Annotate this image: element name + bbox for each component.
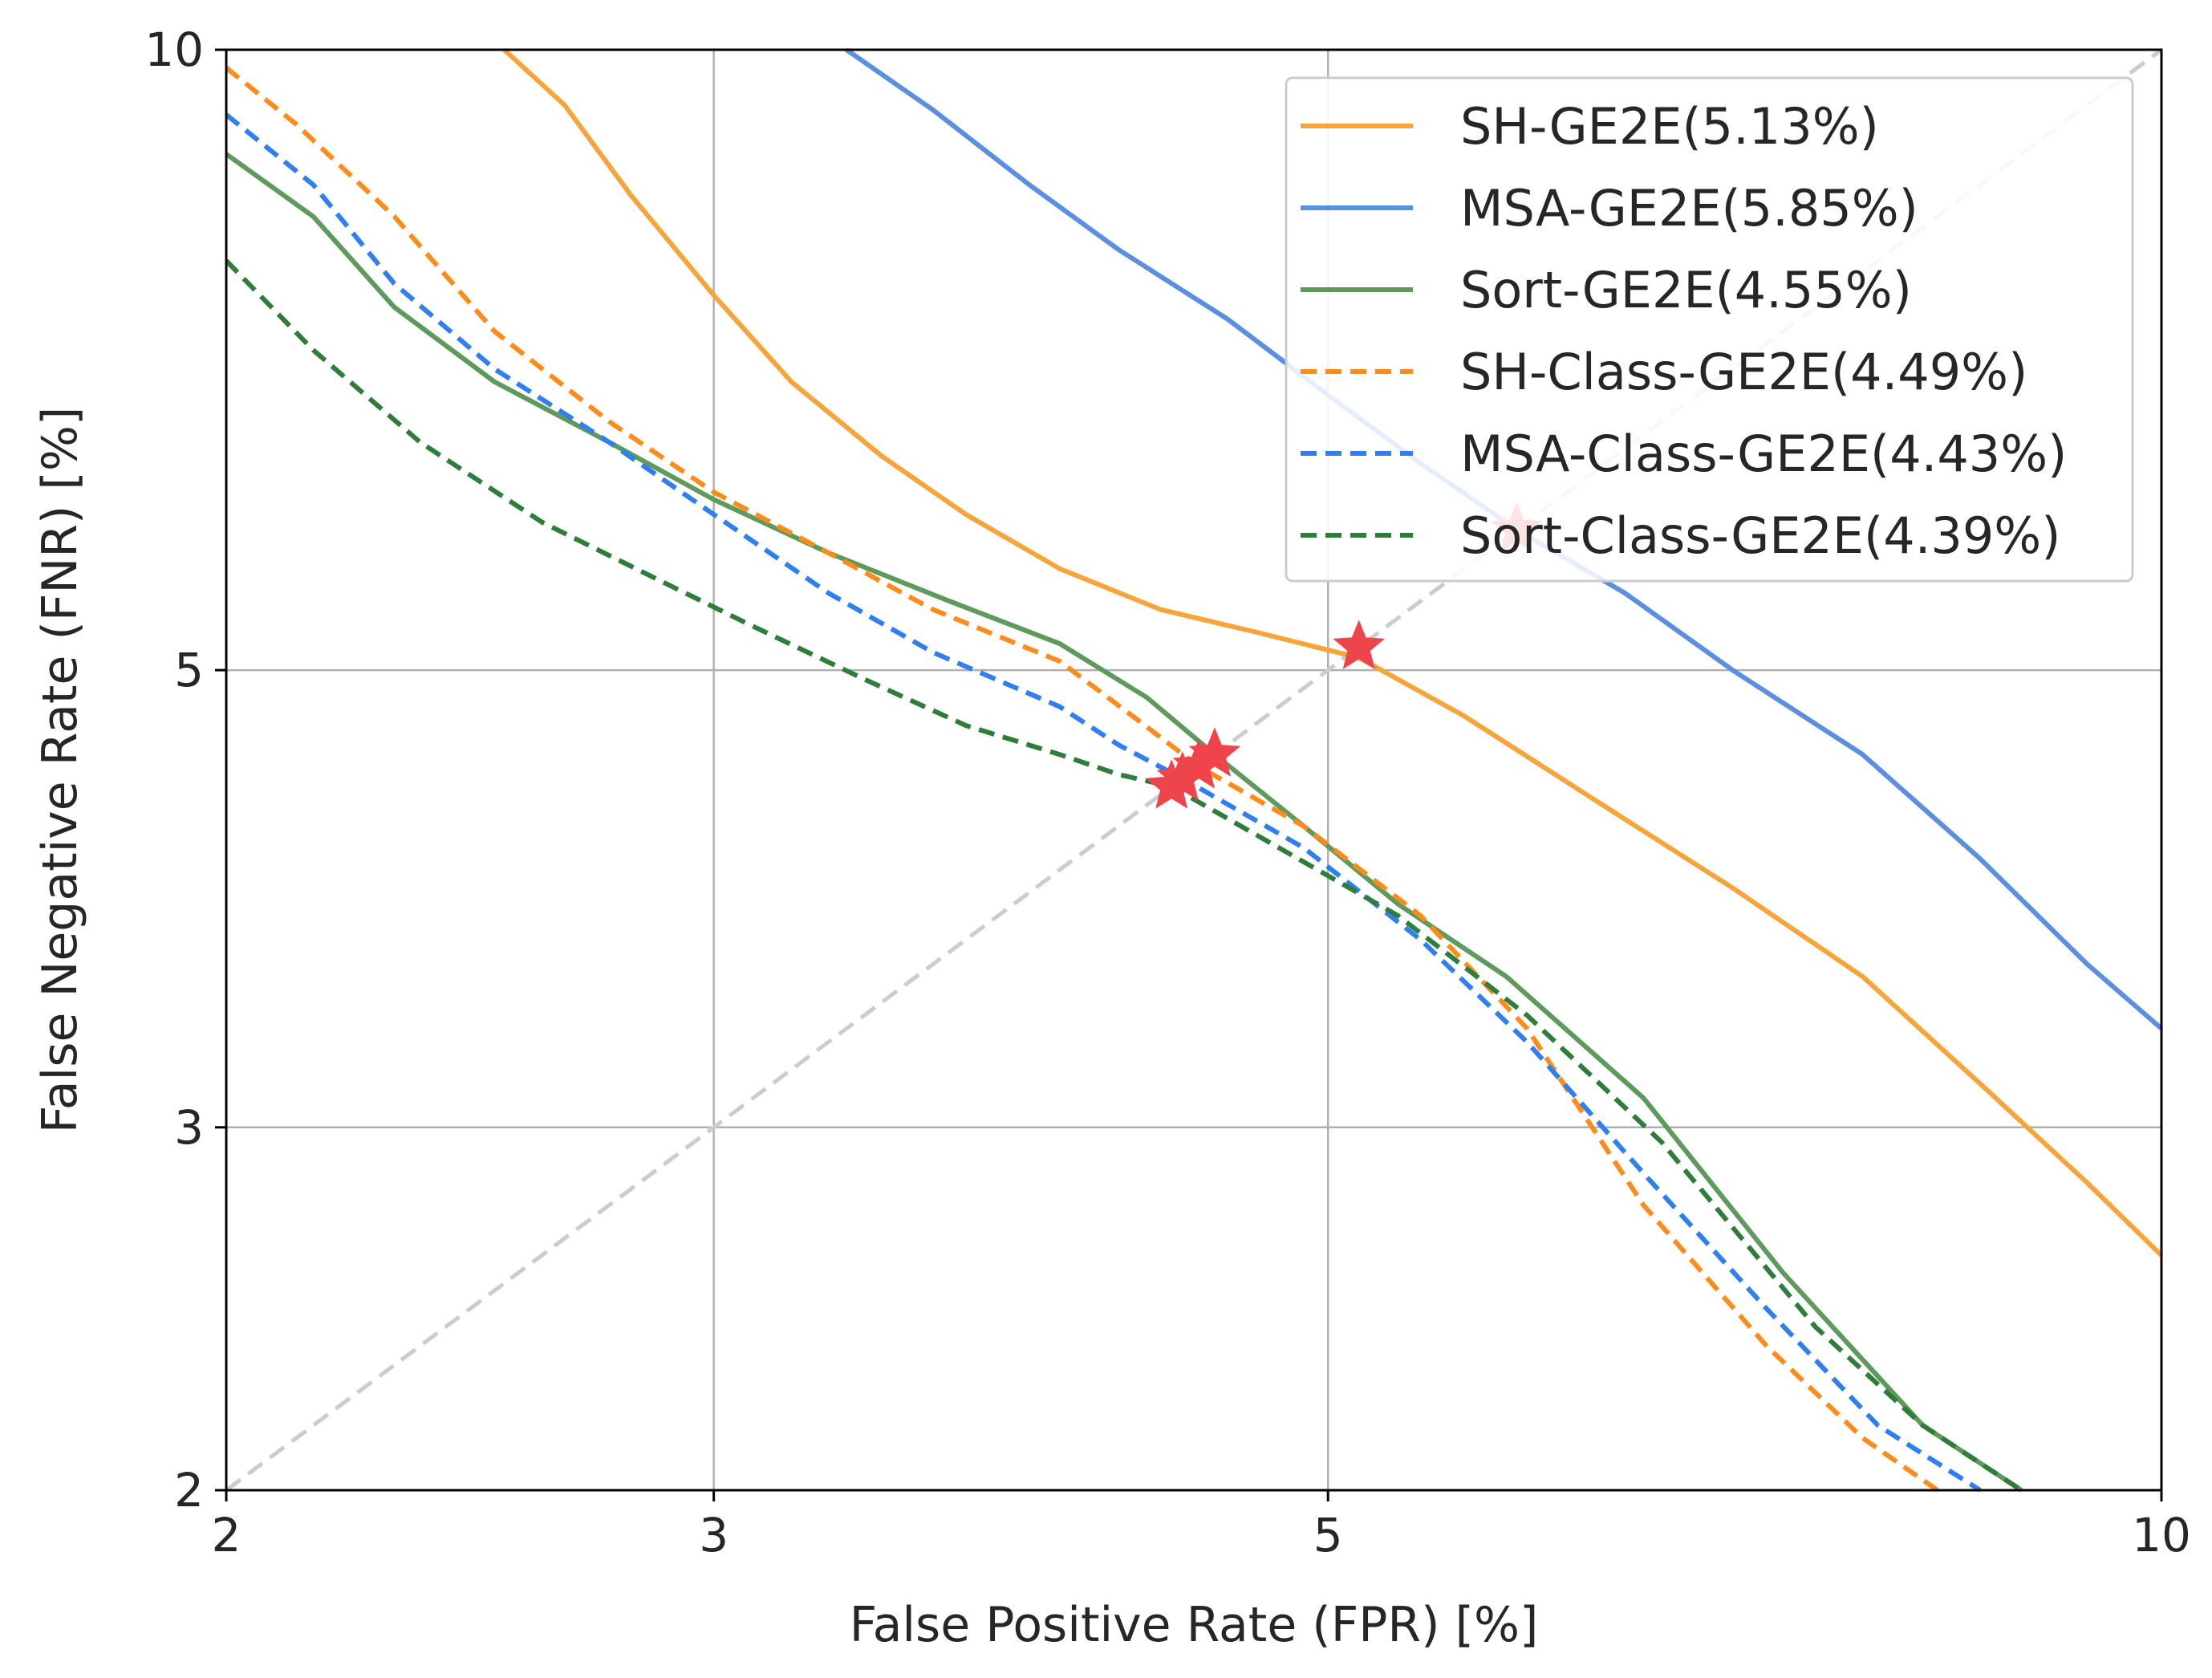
legend-label-sh-class-ge2e: SH-Class-GE2E(4.49%) <box>1460 343 2027 401</box>
legend-box <box>1285 76 2134 583</box>
legend: SH-GE2E(5.13%) MSA-GE2E(5.85%) Sort-GE2E(4… <box>1285 76 2134 583</box>
plot-frame <box>225 48 2163 1492</box>
legend-label-msa-class-ge2e: MSA-Class-GE2E(4.43%) <box>1460 425 2067 483</box>
y-tick-label: 2 <box>174 1463 204 1518</box>
x-axis-ticks: 2 3 5 10 <box>212 1490 2191 1562</box>
legend-label-sort-ge2e: Sort-GE2E(4.55%) <box>1460 261 1912 319</box>
eer-marker-sh-ge2e <box>1333 620 1385 669</box>
x-tick-label: 5 <box>1313 1508 1343 1562</box>
y-tick-label: 5 <box>174 643 204 697</box>
legend-label-msa-ge2e: MSA-GE2E(5.85%) <box>1460 179 1918 238</box>
x-axis-title: False Positive Rate (FPR) [%] <box>850 1597 1539 1653</box>
x-tick-label: 10 <box>2132 1508 2191 1562</box>
eer-marker-sh-class-ge2e <box>1172 739 1225 789</box>
eer-marker-sort-ge2e <box>1188 727 1241 777</box>
series-line-msa-class-ge2e <box>225 112 1982 1493</box>
x-tick-label: 3 <box>699 1508 729 1562</box>
legend-label-sort-class-ge2e: Sort-Class-GE2E(4.39%) <box>1460 506 2060 565</box>
y-tick-label: 3 <box>174 1100 204 1155</box>
series-line-sh-class-ge2e <box>225 66 1939 1493</box>
eer-marker-sort-class-ge2e <box>1145 759 1198 809</box>
series-line-sort-class-ge2e <box>224 258 2023 1493</box>
y-axis-title: False Negative Rate (FNR) [%] <box>32 407 88 1133</box>
series-line-sort-ge2e <box>225 152 2023 1493</box>
series-line-sh-ge2e <box>502 47 2164 1257</box>
x-tick-label: 2 <box>212 1508 241 1562</box>
y-axis-ticks: 2 3 5 10 <box>144 22 226 1518</box>
legend-label-sh-ge2e: SH-GE2E(5.13%) <box>1460 97 1879 156</box>
y-tick-label: 10 <box>144 22 204 77</box>
